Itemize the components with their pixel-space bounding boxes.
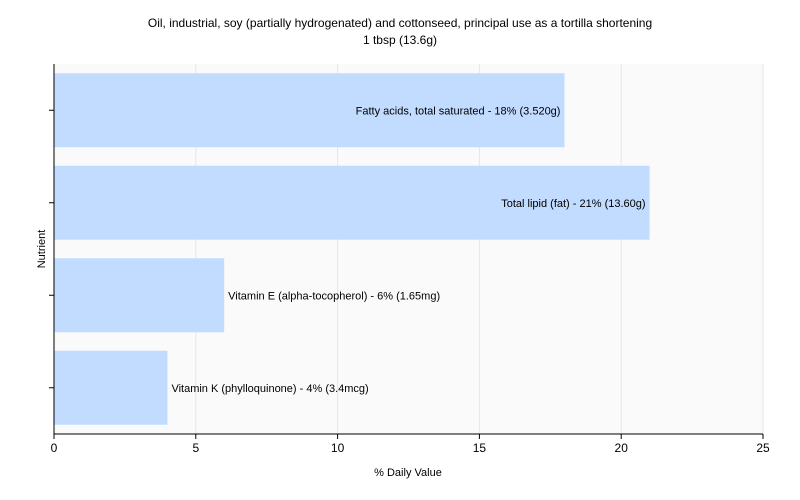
- x-tick-label: 25: [756, 441, 770, 455]
- bar-label: Fatty acids, total saturated - 18% (3.52…: [356, 105, 561, 117]
- x-tick-label: 20: [615, 441, 629, 455]
- bar: [54, 165, 650, 240]
- bars: [54, 73, 650, 425]
- bar-label: Vitamin K (phylloquinone) - 4% (3.4mcg): [171, 383, 368, 395]
- bar-label: Total lipid (fat) - 21% (13.60g): [501, 198, 645, 210]
- bar-label: Vitamin E (alpha-tocopherol) - 6% (1.65m…: [228, 290, 440, 302]
- x-tick-label: 0: [51, 441, 58, 455]
- chart-subtitle: 1 tbsp (13.6g): [363, 33, 437, 47]
- axes: 0 5 10 15 20 25: [49, 64, 770, 455]
- x-axis-label: % Daily Value: [374, 467, 442, 479]
- bar: [54, 350, 168, 425]
- bar-labels: Fatty acids, total saturated - 18% (3.52…: [171, 105, 645, 395]
- x-tick-label: 10: [331, 441, 345, 455]
- bar: [54, 73, 565, 148]
- y-axis-label: Nutrient: [36, 230, 48, 269]
- x-tick-label: 5: [192, 441, 199, 455]
- x-tick-label: 15: [473, 441, 487, 455]
- bar: [54, 258, 225, 333]
- chart-title: Oil, industrial, soy (partially hydrogen…: [148, 16, 652, 30]
